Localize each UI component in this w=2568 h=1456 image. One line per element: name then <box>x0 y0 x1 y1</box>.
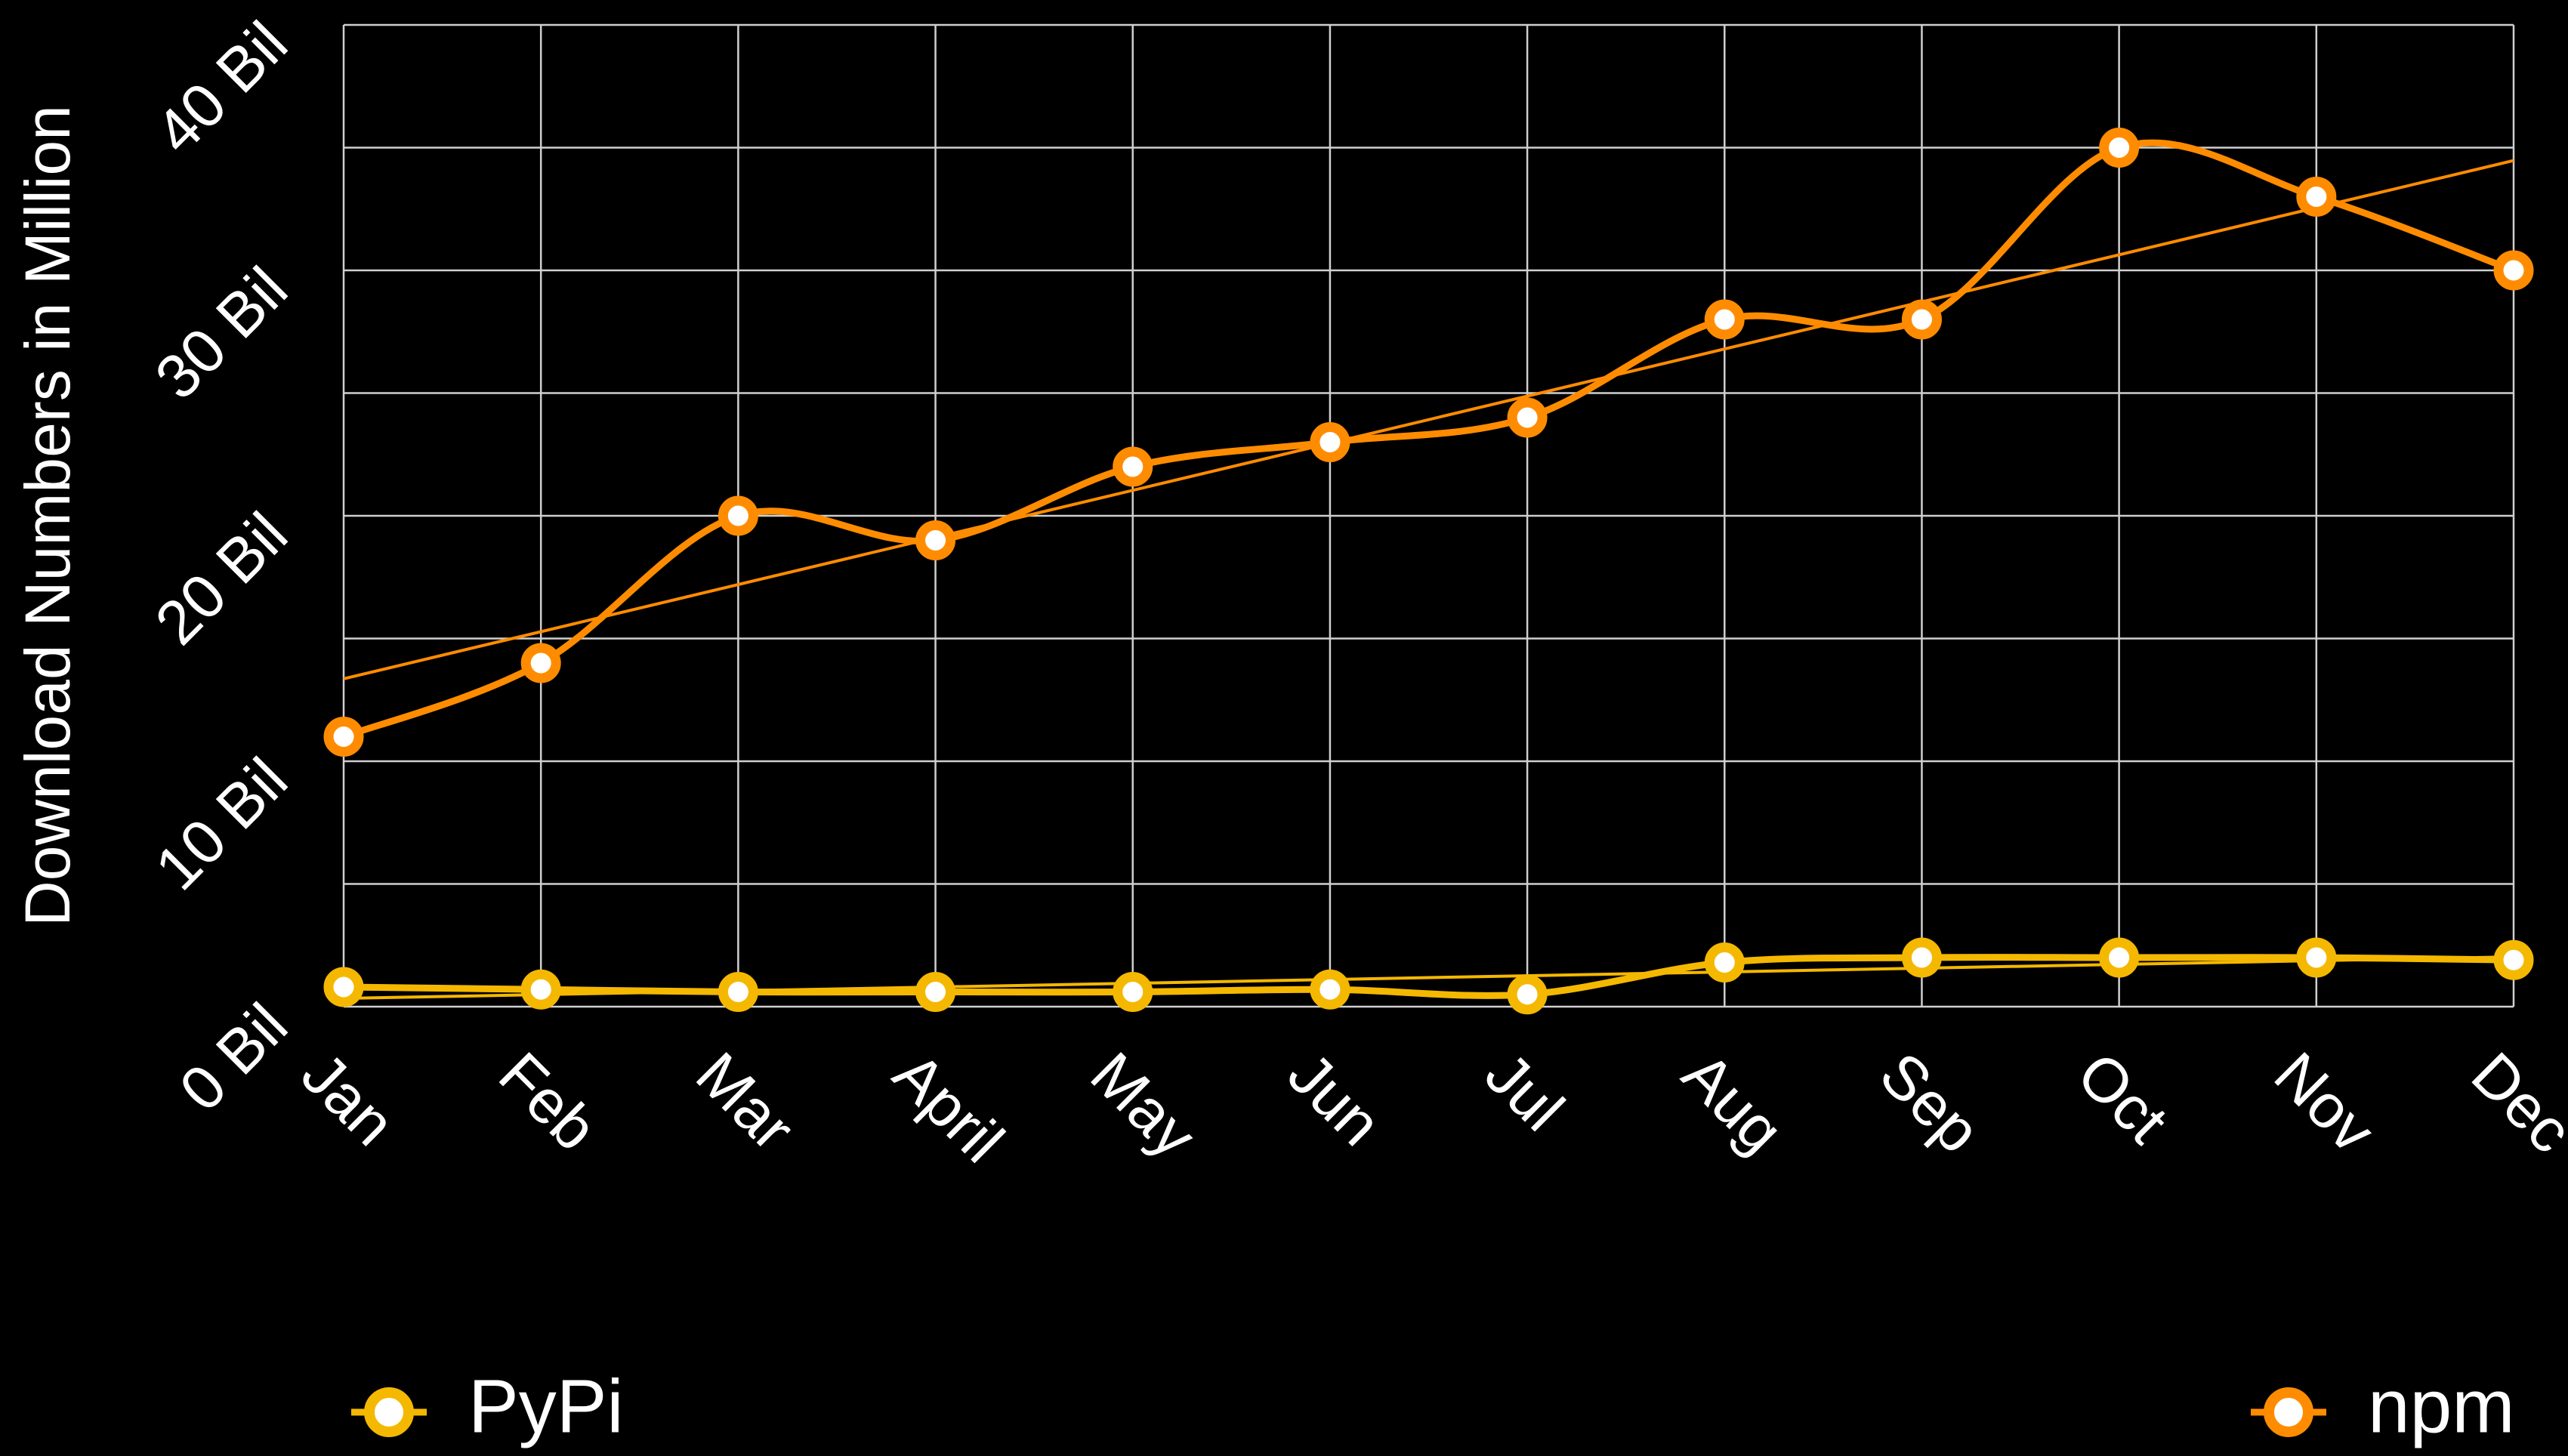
data-point <box>323 717 364 757</box>
data-point <box>1507 397 1548 438</box>
data-point <box>1901 299 1942 340</box>
data-point <box>1113 446 1153 487</box>
data-point <box>520 643 561 683</box>
data-point <box>1113 972 1153 1012</box>
series-line <box>343 954 2514 999</box>
trendline <box>343 159 2514 680</box>
data-point <box>323 967 364 1007</box>
data-point <box>2296 177 2337 217</box>
data-point <box>2493 939 2534 980</box>
data-point <box>520 969 561 1010</box>
data-point <box>2099 937 2140 978</box>
data-point <box>915 972 956 1012</box>
data-point <box>2099 128 2140 168</box>
legend-label: npm <box>2368 1364 2515 1448</box>
legend-marker <box>2264 1387 2313 1437</box>
legend-marker <box>364 1387 414 1437</box>
data-point <box>718 495 758 536</box>
y-axis-label: Download Numbers in Million <box>12 105 83 927</box>
data-point <box>1704 299 1745 340</box>
data-point <box>1704 942 1745 982</box>
data-point <box>1507 974 1548 1015</box>
data-point <box>2296 937 2337 978</box>
legend-label: PyPi <box>468 1364 624 1448</box>
data-point <box>1310 969 1350 1010</box>
data-point <box>718 972 758 1012</box>
data-point <box>915 520 956 560</box>
data-point <box>1901 937 1942 978</box>
data-point <box>1310 422 1350 462</box>
data-point <box>2493 250 2534 291</box>
